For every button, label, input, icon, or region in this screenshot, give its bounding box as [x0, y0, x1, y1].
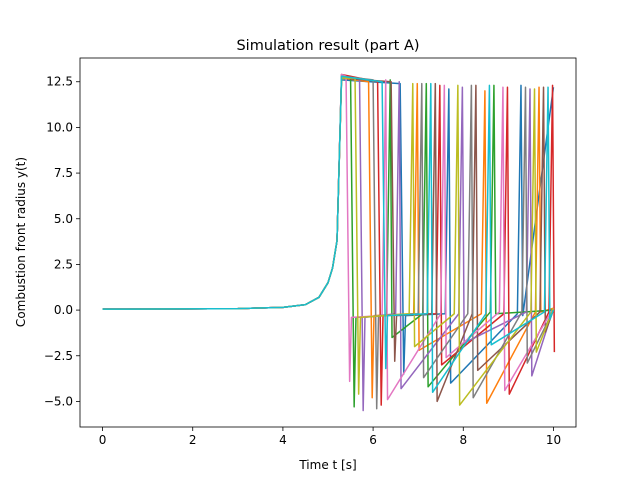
x-tick-label: 6: [369, 433, 377, 447]
x-tick-label: 10: [546, 433, 561, 447]
series-line-10: [102, 75, 555, 394]
x-tick-label: 4: [279, 433, 287, 447]
x-tick-label: 0: [99, 433, 107, 447]
series-layer: [102, 73, 556, 412]
x-tick-label: 2: [189, 433, 197, 447]
plot-frame: [79, 57, 577, 428]
chart-title: Simulation result (part A): [236, 38, 419, 54]
y-tick-label: 2.5: [54, 257, 73, 271]
y-tick-label: 7.5: [54, 166, 73, 180]
y-tick-label: −2.5: [44, 349, 73, 363]
y-axis-label: Combustion front radius y(t): [14, 157, 28, 327]
y-tick-label: 5.0: [54, 212, 73, 226]
y-tick-label: 0.0: [54, 303, 73, 317]
x-tick-label: 8: [459, 433, 467, 447]
y-tick-label: −5.0: [44, 394, 73, 408]
axes-layer: 0 2 4 6 8 10 −5.0 −2.5 0.0 2.5 5.0 7.5 10.0 12.5: [44, 57, 577, 447]
x-axis-label: Time t [s]: [298, 458, 356, 472]
y-tick-label: 12.5: [46, 75, 73, 89]
y-tick-label: 10.0: [46, 120, 73, 134]
